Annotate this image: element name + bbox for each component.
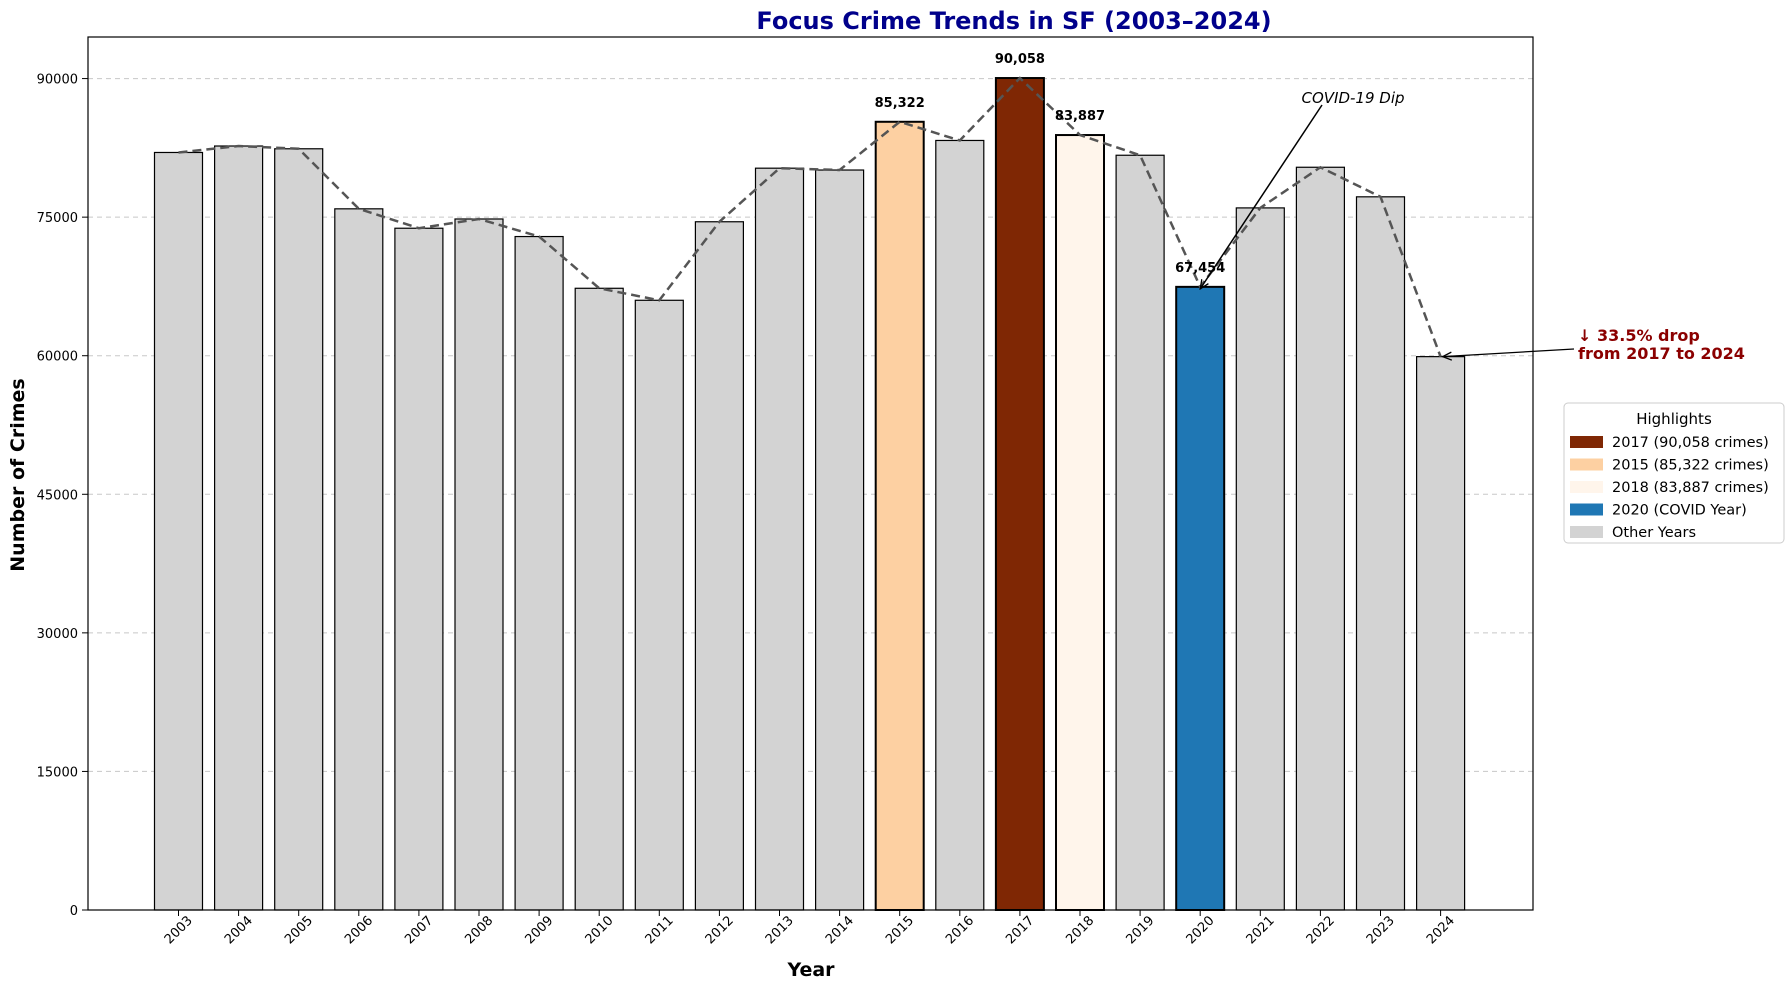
bar-2021 bbox=[1235, 207, 1285, 911]
bar-2020 bbox=[1175, 285, 1226, 911]
y-tick-label: 30000 bbox=[37, 627, 78, 642]
y-gridlines bbox=[88, 78, 1533, 772]
x-tick-label: 2003 bbox=[162, 913, 196, 947]
y-tick-label: 15000 bbox=[37, 765, 78, 780]
bar-2023 bbox=[1355, 196, 1406, 911]
x-tick-label: 2016 bbox=[943, 913, 977, 947]
bar-2005 bbox=[274, 148, 324, 911]
x-tick-label: 2020 bbox=[1184, 913, 1218, 947]
x-tick-label: 2011 bbox=[643, 913, 677, 947]
legend-swatch bbox=[1570, 436, 1603, 448]
x-tick-label: 2005 bbox=[282, 913, 316, 947]
legend-item-label: 2015 (85,322 crimes) bbox=[1612, 458, 1769, 474]
x-tick-label: 2007 bbox=[402, 913, 436, 947]
bar-2006 bbox=[334, 208, 384, 911]
x-tick-label: 2021 bbox=[1244, 913, 1278, 947]
data-label-2015: 85,322 bbox=[875, 96, 925, 111]
x-tick-label: 2014 bbox=[823, 913, 857, 947]
legend-box bbox=[1563, 402, 1785, 544]
x-tick-label: 2006 bbox=[342, 913, 376, 947]
y-tick-label: 75000 bbox=[37, 211, 78, 226]
y-tick-label: 60000 bbox=[37, 350, 78, 365]
bar-2019 bbox=[1115, 154, 1165, 911]
legend-swatch bbox=[1570, 481, 1603, 493]
bar-2007 bbox=[394, 227, 444, 911]
legend-item-label: 2020 (COVID Year) bbox=[1612, 503, 1747, 519]
drop-arrow bbox=[1443, 348, 1575, 357]
covid-arrow bbox=[1200, 104, 1323, 289]
drop-annotation-line1: ↓ 33.5% drop bbox=[1578, 326, 1700, 345]
y-axis-label: Number of Crimes bbox=[7, 378, 29, 571]
bar-2014 bbox=[814, 169, 865, 911]
trend-line bbox=[178, 76, 1442, 358]
legend-swatch bbox=[1570, 503, 1603, 516]
legend-item-label: 2018 (83,887 crimes) bbox=[1612, 480, 1769, 496]
x-tick-label: 2009 bbox=[522, 913, 556, 947]
legend-swatch bbox=[1570, 526, 1603, 538]
x-tick-label: 2015 bbox=[883, 913, 917, 947]
bar-2016 bbox=[935, 139, 985, 911]
bar-2004 bbox=[214, 145, 264, 911]
data-labels: 85,322 90,058 83,887 67,454 bbox=[875, 52, 1226, 276]
bar-2017 bbox=[994, 77, 1045, 911]
data-label-2017: 90,058 bbox=[995, 52, 1045, 67]
bar-2010 bbox=[574, 287, 624, 911]
data-label-2020: 67,454 bbox=[1175, 261, 1225, 276]
trend-polyline bbox=[178, 76, 1442, 358]
chart-title: Focus Crime Trends in SF (2003–2024) bbox=[756, 7, 1271, 35]
x-tick-label: 2010 bbox=[583, 913, 617, 947]
legend-swatch bbox=[1570, 458, 1603, 471]
x-tick-label: 2023 bbox=[1364, 913, 1398, 947]
bar-2008 bbox=[454, 218, 504, 911]
bar-2024 bbox=[1415, 356, 1466, 911]
data-label-2018: 83,887 bbox=[1055, 109, 1105, 124]
bars bbox=[153, 77, 1466, 912]
y-tick-label: 90000 bbox=[37, 73, 78, 88]
x-tick-label: 2017 bbox=[1003, 913, 1037, 947]
x-axis: 2003 2004 2005 2006 2007 2008 2009 2010 2011 2012… bbox=[162, 910, 1458, 947]
y-tick-label: 0 bbox=[70, 904, 78, 919]
bar-2009 bbox=[514, 235, 564, 911]
x-tick-label: 2012 bbox=[703, 913, 737, 947]
x-tick-label: 2008 bbox=[462, 913, 496, 947]
x-tick-label: 2022 bbox=[1304, 913, 1338, 947]
bar-2011 bbox=[634, 299, 684, 911]
y-tick-label: 45000 bbox=[37, 488, 78, 503]
bar-2018 bbox=[1055, 134, 1105, 912]
x-tick-label: 2024 bbox=[1424, 913, 1458, 947]
x-tick-label: 2019 bbox=[1123, 913, 1157, 947]
bar-2012 bbox=[694, 221, 745, 911]
bar-2022 bbox=[1295, 166, 1346, 911]
bar-2003 bbox=[153, 151, 204, 911]
plot-frame bbox=[87, 36, 1534, 911]
x-tick-label: 2004 bbox=[222, 913, 256, 947]
covid-annotation: COVID-19 Dip bbox=[1301, 89, 1404, 107]
legend-title: Highlights bbox=[1636, 410, 1712, 428]
legend-item-label: 2017 (90,058 crimes) bbox=[1612, 435, 1769, 451]
legend-item-label: Other Years bbox=[1612, 525, 1696, 541]
x-axis-label: Year bbox=[786, 959, 835, 981]
x-tick-label: 2018 bbox=[1063, 913, 1097, 947]
bar-2013 bbox=[754, 167, 805, 911]
bar-2015 bbox=[874, 120, 925, 912]
drop-annotation-line2: from 2017 to 2024 bbox=[1578, 344, 1745, 363]
x-tick-label: 2013 bbox=[763, 913, 797, 947]
legend: Highlights 2017 (90,058 crimes) 2015 (85,3… bbox=[1563, 402, 1785, 544]
y-axis: 0 15000 30000 45000 60000 75000 90000 bbox=[37, 73, 88, 919]
